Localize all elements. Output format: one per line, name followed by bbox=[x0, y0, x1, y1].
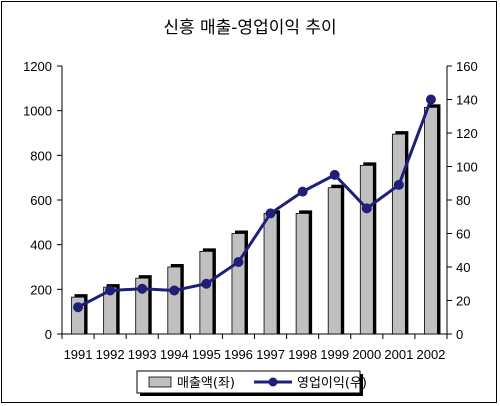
y-right-tick-label: 120 bbox=[456, 126, 478, 141]
bar bbox=[295, 212, 310, 335]
y-right-tick-label: 20 bbox=[456, 294, 470, 309]
x-tick-label: 2002 bbox=[416, 347, 445, 362]
y-right-tick-label: 160 bbox=[456, 59, 478, 74]
y-left-tick-label: 0 bbox=[45, 327, 52, 342]
series-point bbox=[425, 94, 436, 105]
bar bbox=[263, 212, 278, 335]
y-left-tick-label: 600 bbox=[30, 193, 52, 208]
legend-label-bar: 매출액(좌) bbox=[177, 376, 235, 391]
x-tick-label: 2000 bbox=[352, 347, 381, 362]
x-tick-label: 1991 bbox=[64, 347, 93, 362]
series-line bbox=[77, 98, 433, 309]
series-point bbox=[329, 169, 340, 180]
y-left-tick-label: 1000 bbox=[23, 104, 52, 119]
plot-area: 0 200 400 600 800 1000 1200 0 20 40 60 80 100 120 140 1… bbox=[23, 59, 478, 362]
y-left-tick-label: 400 bbox=[30, 238, 52, 253]
y-right-tick-label: 100 bbox=[456, 160, 478, 175]
y-right-tick-label: 60 bbox=[456, 227, 470, 242]
series-point bbox=[233, 256, 244, 267]
series-point bbox=[265, 208, 276, 219]
chart-title: 신흥 매출-영업이익 추이 bbox=[163, 18, 336, 38]
y-right-tick-label: 140 bbox=[456, 93, 478, 108]
legend-swatch-point bbox=[268, 377, 278, 387]
legend-box bbox=[136, 370, 361, 394]
legend-swatch-bar bbox=[148, 376, 172, 388]
series-point bbox=[169, 285, 180, 296]
x-tick-label: 1999 bbox=[320, 347, 349, 362]
bar bbox=[391, 133, 406, 335]
legend: 매출액(좌) 영업이익(우) bbox=[136, 370, 367, 396]
x-tick-label: 1995 bbox=[192, 347, 221, 362]
y-left-tick-label: 200 bbox=[30, 282, 52, 297]
x-tick-label: 1996 bbox=[224, 347, 253, 362]
bar bbox=[167, 266, 182, 335]
series-point bbox=[137, 283, 148, 294]
bar bbox=[327, 187, 342, 335]
y-right-tick-label: 40 bbox=[456, 260, 470, 275]
x-tick-label: 2001 bbox=[384, 347, 413, 362]
series-point bbox=[393, 179, 404, 190]
x-tick-label: 1993 bbox=[128, 347, 157, 362]
x-tick-label: 1998 bbox=[288, 347, 317, 362]
y-left-tick-label: 1200 bbox=[23, 59, 52, 74]
x-tick-label: 1997 bbox=[256, 347, 285, 362]
legend-label-line: 영업이익(우) bbox=[297, 376, 367, 391]
y-left-tick-label: 800 bbox=[30, 148, 52, 163]
bar bbox=[231, 233, 246, 335]
bar bbox=[359, 164, 374, 335]
series-point bbox=[105, 285, 116, 296]
y-right-tick-label: 80 bbox=[456, 193, 470, 208]
series-point bbox=[201, 278, 212, 289]
x-tick-label: 1994 bbox=[160, 347, 189, 362]
y-right-tick-label: 0 bbox=[456, 327, 463, 342]
bar bbox=[199, 250, 214, 335]
x-tick-label: 1992 bbox=[96, 347, 125, 362]
series-point bbox=[361, 203, 372, 214]
series-point bbox=[297, 186, 308, 197]
bar bbox=[424, 106, 438, 335]
series-point bbox=[73, 302, 84, 313]
